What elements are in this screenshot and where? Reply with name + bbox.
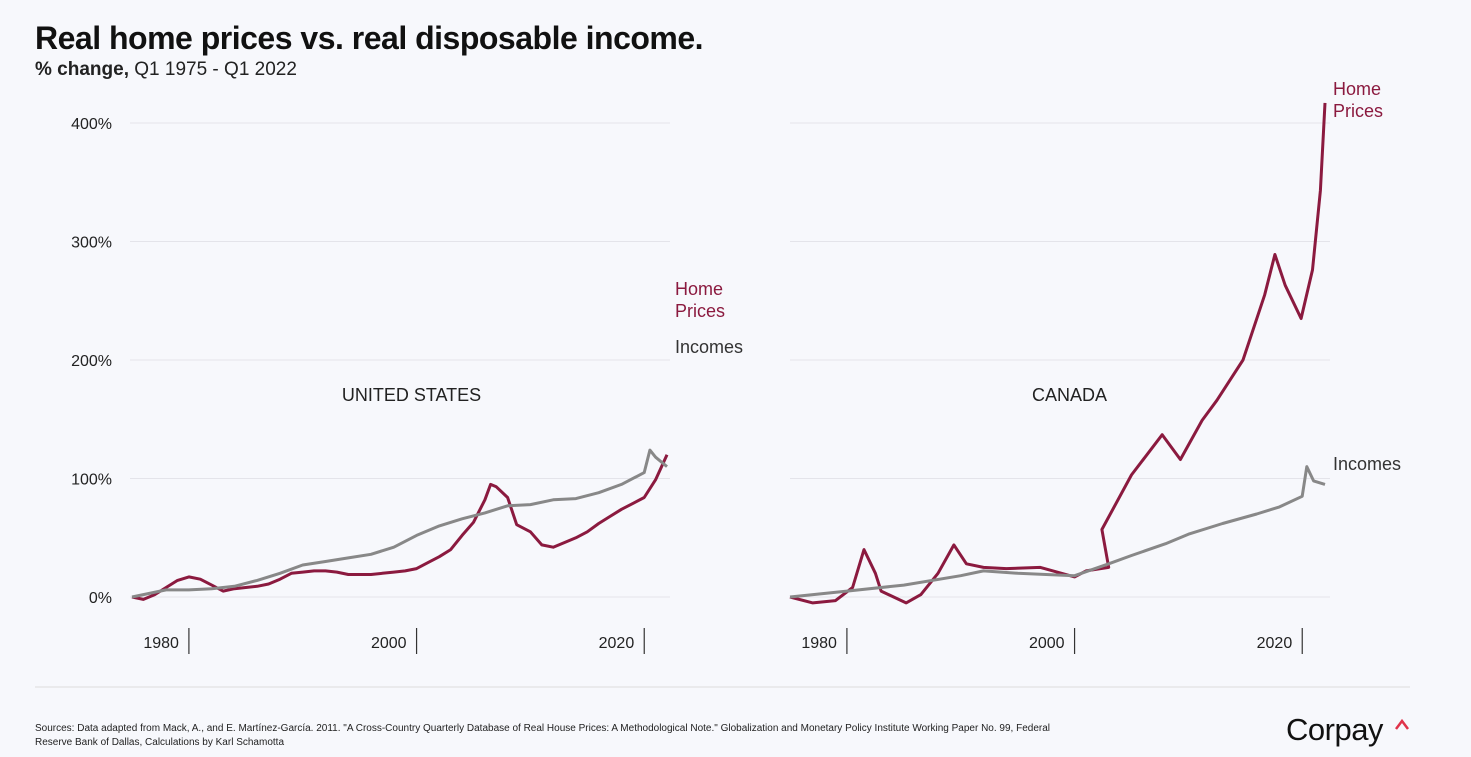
- legend-label: Home Prices: [1333, 78, 1384, 121]
- logo-caret: [1395, 718, 1409, 730]
- subtitle: % change, Q1 1975 - Q1 2022: [35, 59, 297, 81]
- x-tick-label: 1980: [143, 635, 179, 652]
- x-tick-label: 2000: [371, 635, 407, 652]
- legend-label: Home Prices: [675, 278, 726, 321]
- series-line: [789, 102, 1327, 605]
- panel-title: CANADA: [1032, 385, 1107, 405]
- y-tick-label: 200%: [71, 353, 112, 370]
- x-tick-label: 2020: [1257, 635, 1293, 652]
- series-line: [131, 448, 668, 599]
- legend-label: Incomes: [675, 336, 744, 357]
- y-tick-label: 0%: [89, 590, 112, 607]
- series-line: [131, 454, 669, 601]
- source-note: Sources: Data adapted from Mack, A., and…: [35, 723, 1050, 748]
- series-line: [789, 465, 1326, 599]
- chart-title: Real home prices vs. real disposable inc…: [35, 20, 704, 56]
- logo: Corpay: [1286, 712, 1383, 747]
- x-tick-label: 2020: [599, 635, 635, 652]
- panel-title: UNITED STATES: [342, 385, 481, 405]
- subtitle-unit: % change,: [35, 59, 129, 80]
- legend-label: Incomes: [1333, 454, 1402, 475]
- y-tick-label: 400%: [71, 116, 112, 133]
- y-tick-label: 300%: [71, 235, 112, 252]
- x-tick-label: 2000: [1029, 635, 1065, 652]
- y-tick-label: 100%: [71, 472, 112, 489]
- x-tick-label: 1980: [801, 635, 837, 652]
- subtitle-range: Q1 1975 - Q1 2022: [134, 59, 297, 80]
